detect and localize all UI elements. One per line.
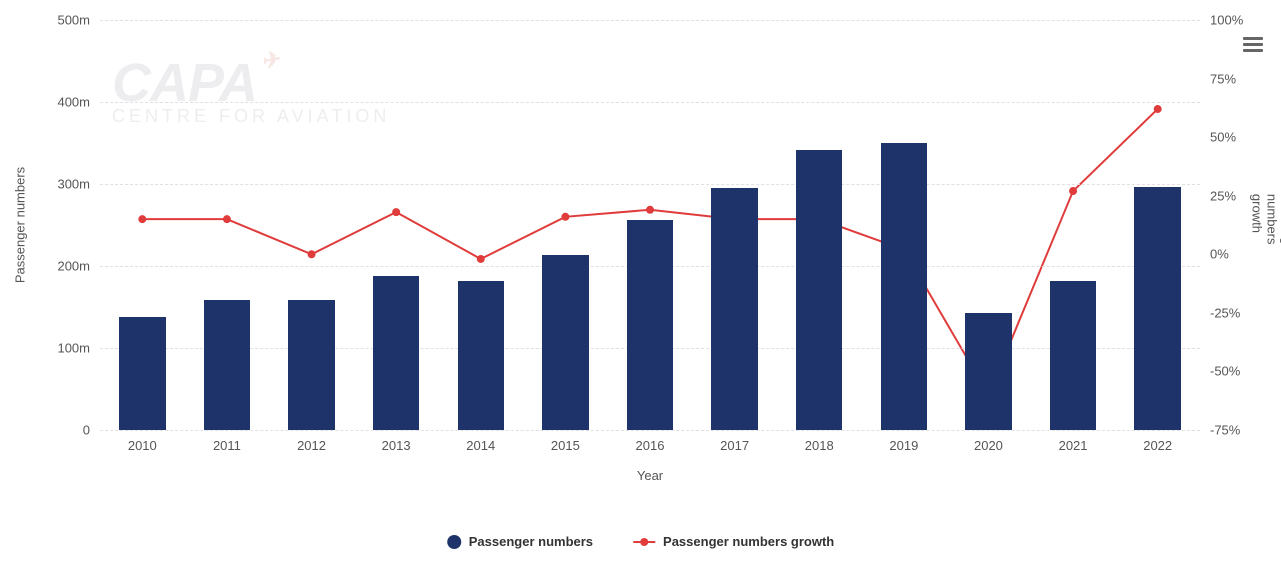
bar[interactable] — [288, 300, 335, 430]
line-marker[interactable] — [308, 250, 316, 258]
x-tick: 2021 — [1059, 430, 1088, 453]
x-tick: 2018 — [805, 430, 834, 453]
hamburger-menu-icon[interactable] — [1243, 34, 1263, 55]
gridline — [100, 20, 1200, 21]
x-tick: 2010 — [128, 430, 157, 453]
y-right-tick: -25% — [1200, 305, 1240, 320]
y-right-axis-title: Passenger numbers growth — [1250, 194, 1281, 256]
x-axis-title: Year — [637, 468, 663, 483]
legend-line-label: Passenger numbers growth — [663, 534, 834, 549]
legend-item-bars[interactable]: Passenger numbers — [447, 534, 593, 549]
x-tick: 2014 — [466, 430, 495, 453]
bar[interactable] — [881, 143, 928, 430]
chart-container: CAPA ✈ CENTRE FOR AVIATION 0100m200m300m… — [0, 0, 1281, 578]
y-right-tick: 75% — [1200, 71, 1236, 86]
legend-line-marker — [633, 541, 655, 543]
line-marker[interactable] — [392, 208, 400, 216]
x-tick: 2019 — [889, 430, 918, 453]
line-marker[interactable] — [223, 215, 231, 223]
y-right-tick: 100% — [1200, 13, 1243, 28]
line-marker[interactable] — [1154, 105, 1162, 113]
bar[interactable] — [458, 281, 505, 430]
line-marker[interactable] — [561, 213, 569, 221]
y-left-tick: 500m — [57, 13, 100, 28]
gridline — [100, 102, 1200, 103]
x-tick: 2016 — [636, 430, 665, 453]
x-tick: 2017 — [720, 430, 749, 453]
legend-bar-marker — [447, 535, 461, 549]
bar[interactable] — [796, 150, 843, 430]
bar[interactable] — [1050, 281, 1097, 430]
y-left-axis-title: Passenger numbers — [13, 167, 28, 283]
bar[interactable] — [711, 188, 758, 430]
line-marker[interactable] — [1069, 187, 1077, 195]
y-left-tick: 200m — [57, 259, 100, 274]
x-tick: 2012 — [297, 430, 326, 453]
bar[interactable] — [627, 220, 674, 430]
x-tick: 2020 — [974, 430, 1003, 453]
x-tick: 2022 — [1143, 430, 1172, 453]
legend: Passenger numbers Passenger numbers grow… — [447, 534, 835, 549]
y-right-tick: 50% — [1200, 130, 1236, 145]
bar[interactable] — [542, 255, 589, 430]
y-right-tick: 0% — [1200, 247, 1229, 262]
line-marker[interactable] — [646, 206, 654, 214]
plot-area: 0100m200m300m400m500m-75%-50%-25%0%25%50… — [100, 20, 1200, 430]
y-left-tick: 300m — [57, 177, 100, 192]
bar[interactable] — [373, 276, 420, 430]
legend-item-line[interactable]: Passenger numbers growth — [633, 534, 834, 549]
bar[interactable] — [965, 313, 1012, 430]
y-left-tick: 400m — [57, 95, 100, 110]
y-right-tick: 25% — [1200, 188, 1236, 203]
y-left-tick: 100m — [57, 341, 100, 356]
line-marker[interactable] — [477, 255, 485, 263]
y-right-tick: -75% — [1200, 423, 1240, 438]
legend-bar-label: Passenger numbers — [469, 534, 593, 549]
x-tick: 2013 — [382, 430, 411, 453]
gridline — [100, 184, 1200, 185]
y-left-tick: 0 — [83, 423, 100, 438]
x-tick: 2011 — [213, 430, 241, 453]
bar[interactable] — [1134, 187, 1181, 430]
y-right-tick: -50% — [1200, 364, 1240, 379]
line-marker[interactable] — [138, 215, 146, 223]
bar[interactable] — [119, 317, 166, 430]
x-tick: 2015 — [551, 430, 580, 453]
bar[interactable] — [204, 300, 251, 430]
